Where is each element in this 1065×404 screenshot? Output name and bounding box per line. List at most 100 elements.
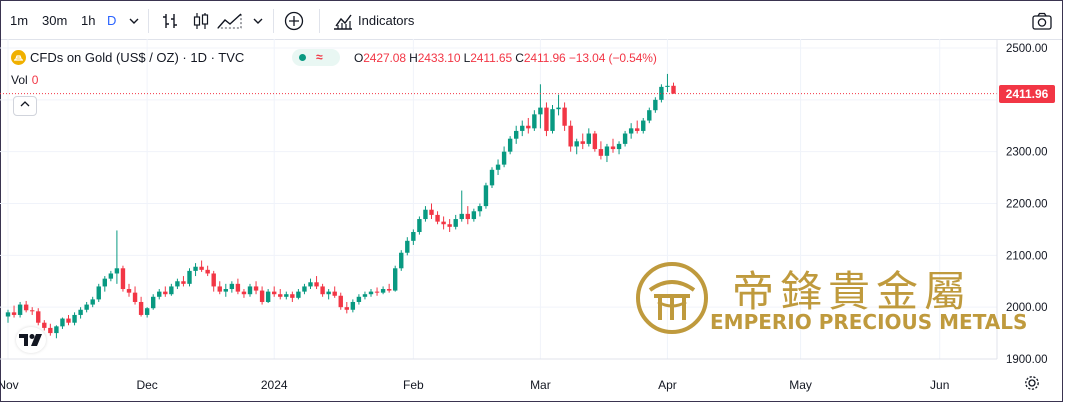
watermark: 帝鋒貴金屬 EMPERIO PRECIOUS METALS — [636, 258, 1027, 338]
candle-body — [641, 120, 646, 131]
time-tick-label: Dec — [136, 378, 157, 392]
candle-body — [338, 295, 343, 308]
chevron-up-icon — [20, 101, 30, 107]
candle-body — [72, 314, 77, 323]
time-tick-label: Jun — [930, 378, 949, 392]
candle-body — [344, 307, 349, 310]
candle-body — [259, 290, 265, 302]
candle-body — [380, 289, 386, 293]
candle-body — [193, 266, 198, 271]
candlesticks — [5, 73, 676, 339]
candle-body — [48, 327, 53, 334]
market-open-dot-icon — [299, 54, 306, 61]
chart-type-dropdown-icon[interactable] — [252, 10, 264, 32]
candle-body — [399, 252, 404, 269]
candle-body — [514, 130, 519, 139]
candle-body — [532, 114, 537, 129]
candle-body — [659, 86, 664, 100]
candle-body — [453, 219, 458, 227]
bar-chart-type-icon[interactable] — [161, 10, 181, 32]
candle-body — [96, 286, 101, 300]
emperio-logo-icon — [636, 262, 708, 334]
candle-body — [78, 309, 83, 315]
area-chart-type-icon[interactable] — [217, 10, 243, 32]
candle-body — [459, 213, 464, 220]
candle-body — [30, 310, 35, 312]
symbol-title[interactable]: CFDs on Gold (US$ / OZ) · 1D · TVC — [30, 50, 245, 65]
candle-body — [265, 291, 271, 302]
indicators-icon[interactable] — [332, 10, 354, 32]
candle-body — [489, 169, 495, 186]
candle-body — [5, 312, 11, 317]
change-value: −13.04 (−0.54%) — [568, 51, 657, 65]
candle-body — [501, 151, 507, 165]
candle-body — [211, 273, 216, 287]
candle-body — [635, 128, 640, 131]
candle-body — [42, 322, 47, 328]
candle-body — [320, 286, 325, 295]
market-status-pill[interactable]: ≈ — [292, 49, 340, 66]
interval-30m-button[interactable]: 30m — [42, 13, 68, 28]
candle-body — [526, 125, 531, 129]
settings-gear-icon[interactable] — [1024, 375, 1040, 395]
candle-body — [622, 133, 628, 144]
candle-body — [477, 206, 483, 212]
candle-body — [157, 291, 162, 297]
candle-body — [126, 289, 132, 293]
price-chart[interactable]: 1900.00 2000.00 2100.00 2200.00 2300.00 2500.… — [0, 39, 1063, 401]
candle-body — [296, 291, 301, 298]
candle-body — [411, 232, 416, 241]
candle-body — [544, 107, 549, 131]
candle-body — [350, 301, 356, 310]
close-key: C — [515, 51, 524, 65]
compare-add-icon[interactable] — [284, 10, 304, 32]
time-axis-labels: Nov Dec 2024 Feb Mar Apr May Jun — [0, 378, 949, 392]
candle-body — [653, 99, 658, 111]
indicators-button[interactable]: Indicators — [358, 13, 415, 28]
candle-body — [471, 211, 477, 220]
top-toolbar: 1m 30m 1h D Indicators — [1, 1, 1062, 40]
candle-body — [598, 149, 604, 156]
interval-1m-button[interactable]: 1m — [10, 13, 29, 28]
candle-body — [120, 268, 126, 290]
candle-body — [610, 146, 616, 150]
candle-body — [114, 268, 120, 274]
high-key: H — [409, 51, 418, 65]
interval-dropdown-icon[interactable] — [128, 10, 140, 32]
candle-body — [538, 107, 543, 115]
time-tick-label: Mar — [530, 378, 551, 392]
candle-body — [326, 291, 331, 295]
candle-body — [23, 304, 29, 311]
candle-body — [11, 312, 17, 315]
interval-d-button[interactable]: D — [107, 13, 117, 28]
candle-body — [447, 224, 452, 227]
candle-body — [562, 107, 567, 126]
candle-body — [187, 270, 192, 284]
time-tick-label: Apr — [658, 378, 677, 392]
candle-body — [108, 273, 114, 279]
open-value: 2427.08 — [363, 51, 406, 65]
volume-value: 0 — [31, 73, 39, 87]
price-tick-label: 2000.00 — [1006, 302, 1048, 314]
open-key: O — [354, 51, 364, 65]
collapse-legend-button[interactable] — [13, 96, 37, 116]
toolbar-divider — [319, 9, 320, 33]
interval-1h-button[interactable]: 1h — [81, 13, 96, 28]
candle-body — [217, 286, 222, 292]
tradingview-logo-icon[interactable] — [16, 327, 46, 353]
candle-body — [314, 282, 319, 287]
candle-body — [386, 289, 392, 291]
candle-body — [647, 110, 652, 121]
candle-body — [520, 125, 525, 131]
candle-body — [175, 281, 180, 287]
candles-chart-type-icon[interactable] — [191, 10, 211, 32]
candle-body — [205, 269, 210, 274]
candle-body — [223, 289, 228, 292]
candle-body — [144, 308, 150, 315]
candle-body — [66, 318, 71, 323]
candle-body — [235, 283, 241, 292]
candle-body — [556, 107, 561, 110]
candle-body — [54, 326, 59, 334]
last-price-tag: 2411.96 — [999, 84, 1055, 103]
camera-icon[interactable] — [1031, 10, 1053, 32]
